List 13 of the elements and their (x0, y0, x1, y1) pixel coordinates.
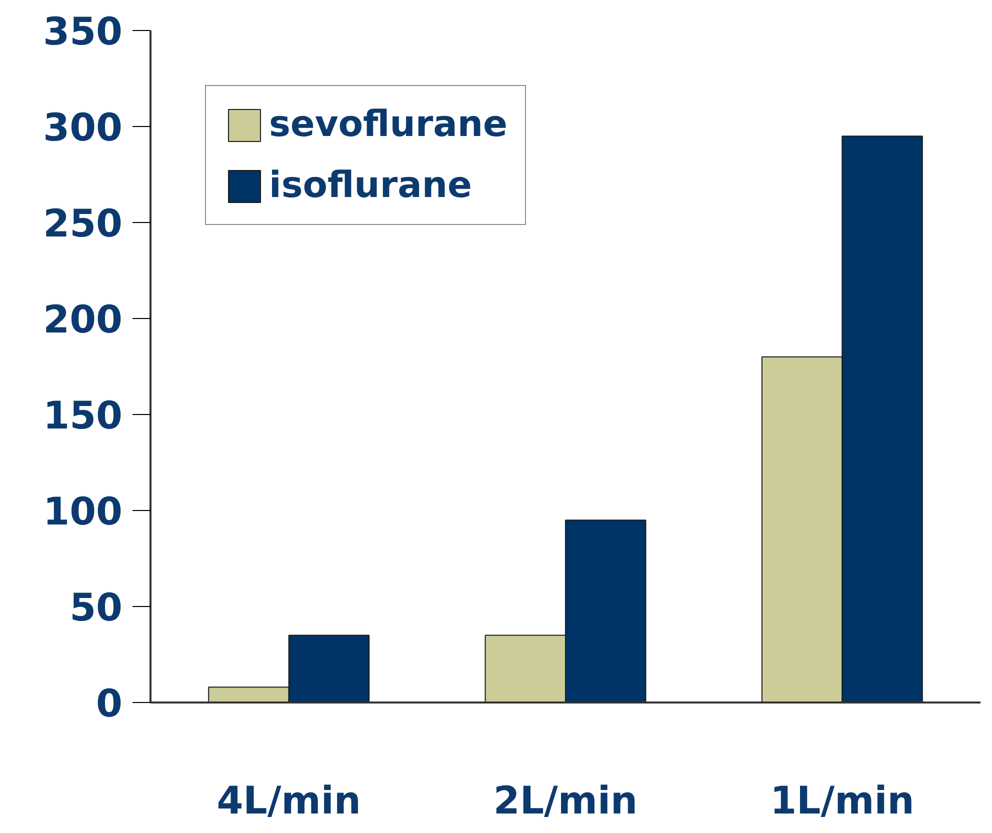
y-tick-label: 350 (43, 10, 123, 54)
legend-label: sevoflurane (269, 104, 508, 145)
x-tick-label: 4L/min (216, 778, 361, 822)
y-tick-label: 200 (43, 298, 123, 342)
y-tick-label: 100 (43, 490, 123, 534)
y-tick-label: 50 (70, 586, 123, 630)
y-tick-label: 0 (96, 682, 123, 726)
legend-label: isoflurane (269, 165, 472, 206)
y-tick-label: 250 (43, 202, 123, 246)
x-tick-label: 1L/min (770, 778, 914, 822)
y-tick-label: 300 (43, 106, 123, 150)
x-tick-label: 2L/min (493, 778, 638, 822)
y-tick-label: 150 (43, 394, 123, 438)
